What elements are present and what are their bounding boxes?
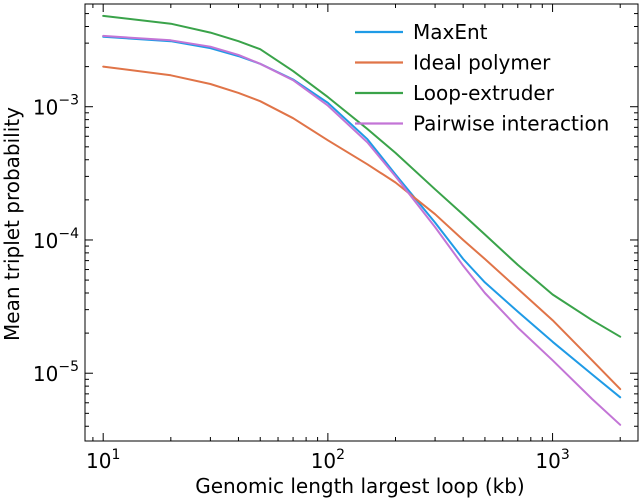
x-tick-label-exponent: 2 bbox=[336, 447, 345, 463]
y-tick-label-base: 10 bbox=[33, 362, 58, 386]
legend-label: Pairwise interaction bbox=[413, 112, 609, 136]
legend-label: Loop-extruder bbox=[413, 81, 555, 105]
legend-label: Ideal polymer bbox=[413, 51, 551, 75]
x-tick-label-base: 10 bbox=[86, 449, 111, 473]
y-tick-label-base: 10 bbox=[33, 229, 58, 253]
plot-frame bbox=[84, 3, 639, 442]
x-tick-label: 101 bbox=[86, 447, 120, 473]
series-layer bbox=[102, 14, 622, 426]
legend-label: MaxEnt bbox=[413, 20, 488, 44]
x-tick-label-exponent: 3 bbox=[561, 447, 570, 463]
legend: MaxEnt Ideal polymer Loop-extruder Pairwise… bbox=[355, 20, 609, 136]
y-tick-label: 10−3 bbox=[33, 93, 79, 120]
series-line-3 bbox=[102, 14, 622, 338]
x-tick-label-exponent: 1 bbox=[111, 447, 120, 463]
y-tick-label-exponent: −5 bbox=[58, 359, 79, 375]
series-line-1 bbox=[102, 35, 622, 399]
y-axis-title: Mean triplet probability bbox=[0, 107, 24, 341]
series-line-4 bbox=[102, 34, 622, 426]
series-line-2 bbox=[102, 65, 622, 391]
y-tick-label-base: 10 bbox=[33, 96, 58, 120]
x-tick-label: 103 bbox=[535, 447, 569, 473]
y-tick-label-exponent: −4 bbox=[58, 226, 79, 242]
y-tick-label-exponent: −3 bbox=[58, 93, 79, 109]
x-tick-label-base: 10 bbox=[311, 449, 336, 473]
x-tick-label-base: 10 bbox=[535, 449, 560, 473]
axes-layer bbox=[84, 3, 639, 442]
y-tick-label: 10−5 bbox=[33, 359, 79, 386]
y-tick-label: 10−4 bbox=[33, 226, 79, 253]
x-axis-title: Genomic length largest loop (kb) bbox=[195, 474, 524, 498]
x-tick-label: 102 bbox=[311, 447, 345, 473]
